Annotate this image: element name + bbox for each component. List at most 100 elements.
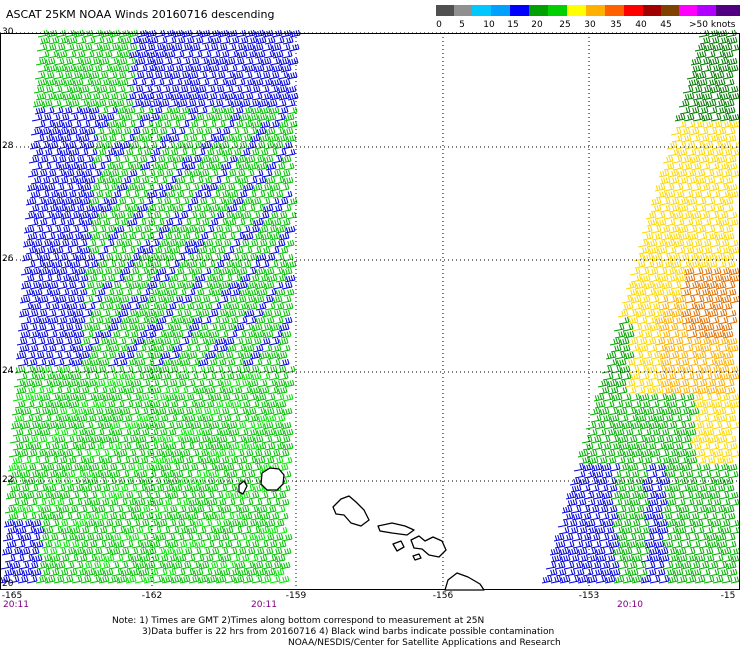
wind-barb bbox=[192, 253, 204, 262]
wind-barb bbox=[638, 519, 650, 528]
wind-barb bbox=[613, 575, 625, 584]
wind-barb bbox=[101, 267, 113, 276]
wind-barb bbox=[114, 260, 126, 269]
wind-barb bbox=[242, 323, 254, 332]
wind-barb bbox=[70, 197, 82, 206]
wind-barb bbox=[137, 50, 149, 59]
wind-barb bbox=[285, 134, 297, 143]
wind-barb bbox=[193, 239, 205, 248]
wind-barb bbox=[62, 92, 74, 101]
wind-barb bbox=[607, 386, 619, 395]
wind-barb bbox=[43, 197, 55, 206]
wind-barb bbox=[8, 575, 20, 584]
wind-barb bbox=[697, 260, 709, 269]
wind-barb bbox=[216, 484, 228, 493]
wind-barb bbox=[156, 568, 168, 577]
wind-barb bbox=[704, 71, 716, 80]
wind-barb bbox=[91, 204, 103, 213]
wind-barb bbox=[165, 393, 177, 402]
wind-barb bbox=[28, 204, 40, 213]
wind-barb bbox=[634, 260, 646, 269]
wind-barb bbox=[689, 435, 701, 444]
wind-barb bbox=[683, 246, 695, 255]
wind-barb bbox=[287, 57, 299, 66]
wind-barb bbox=[709, 491, 721, 500]
wind-barb bbox=[680, 309, 692, 318]
wind-barb bbox=[84, 568, 96, 577]
wind-barb bbox=[178, 120, 190, 129]
wind-barb bbox=[90, 309, 102, 318]
wind-barb bbox=[254, 267, 266, 276]
wind-barb bbox=[202, 505, 214, 514]
wind-barb bbox=[73, 330, 85, 339]
wind-barb bbox=[185, 540, 197, 549]
wind-barb bbox=[255, 428, 267, 437]
wind-barb bbox=[130, 505, 142, 514]
wind-barb bbox=[79, 106, 91, 115]
wind-barb bbox=[177, 260, 189, 269]
wind-barb bbox=[273, 36, 285, 45]
wind-barb bbox=[89, 498, 101, 507]
wind-barb bbox=[0, 561, 12, 570]
wind-barb bbox=[677, 351, 689, 360]
wind-barb bbox=[188, 498, 200, 507]
wind-barb bbox=[98, 57, 110, 66]
wind-barb bbox=[53, 232, 65, 241]
wind-barb bbox=[127, 204, 139, 213]
wind-barb bbox=[67, 379, 79, 388]
wind-barb bbox=[581, 540, 593, 549]
wind-barb bbox=[222, 351, 234, 360]
wind-barb bbox=[99, 78, 111, 87]
wind-barb bbox=[68, 365, 80, 374]
wind-barb bbox=[670, 407, 682, 416]
wind-barb bbox=[55, 470, 67, 479]
wind-barb bbox=[77, 225, 89, 234]
wind-barb bbox=[664, 239, 676, 248]
wind-barb bbox=[61, 463, 73, 472]
wind-barb bbox=[659, 197, 671, 206]
legend-swatch bbox=[605, 5, 624, 16]
wind-barb bbox=[681, 463, 693, 472]
wind-barb bbox=[182, 407, 194, 416]
wind-barb bbox=[704, 197, 716, 206]
wind-barb bbox=[215, 498, 227, 507]
wind-barb bbox=[163, 204, 175, 213]
wind-barb bbox=[152, 358, 164, 367]
wind-barb bbox=[238, 113, 250, 122]
wind-barb bbox=[222, 211, 234, 220]
wind-barb bbox=[56, 281, 68, 290]
wind-barb bbox=[161, 92, 173, 101]
wind-barb bbox=[209, 456, 221, 465]
wind-barb bbox=[651, 358, 663, 367]
wind-barb bbox=[719, 267, 731, 276]
wind-barb bbox=[723, 484, 735, 493]
wind-barb bbox=[54, 218, 66, 227]
wind-barb bbox=[63, 43, 75, 52]
wind-barb bbox=[699, 162, 711, 171]
wind-barb bbox=[245, 50, 257, 59]
wind-barb bbox=[52, 463, 64, 472]
wind-barb bbox=[130, 379, 142, 388]
wind-barb bbox=[95, 540, 107, 549]
wind-barb bbox=[697, 106, 709, 115]
wind-barb bbox=[57, 253, 69, 262]
wind-barb bbox=[658, 302, 670, 311]
wind-barb bbox=[601, 365, 613, 374]
wind-barb bbox=[665, 519, 677, 528]
wind-barb bbox=[706, 512, 718, 521]
wind-barb bbox=[99, 484, 111, 493]
wind-barb bbox=[254, 281, 266, 290]
wind-barb bbox=[695, 197, 707, 206]
wind-barb bbox=[643, 260, 655, 269]
wind-barb bbox=[108, 78, 120, 87]
wind-barb bbox=[586, 575, 598, 584]
wind-barb bbox=[192, 393, 204, 402]
wind-barb bbox=[238, 162, 250, 171]
wind-barb bbox=[705, 78, 717, 87]
wind-barb bbox=[138, 568, 150, 577]
wind-barb bbox=[76, 288, 88, 297]
wind-barb bbox=[630, 295, 642, 304]
wind-barb bbox=[675, 526, 687, 535]
wind-barb bbox=[712, 428, 724, 437]
wind-barb bbox=[120, 302, 132, 311]
